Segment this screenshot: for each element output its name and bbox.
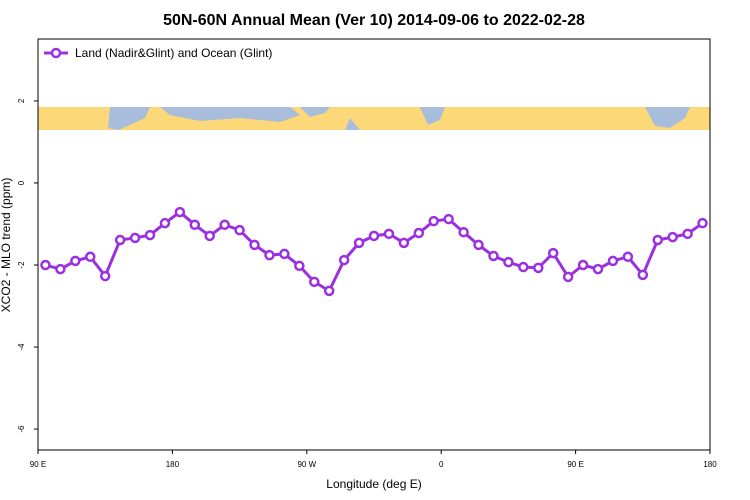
point [667,231,678,243]
point [607,255,619,267]
point [428,215,439,227]
point [383,228,395,240]
point [85,251,96,263]
point [577,259,589,271]
point [144,229,156,241]
point [309,276,320,288]
y-axis-label: XCO2 - MLO trend (ppm) [0,178,13,313]
point [323,285,335,297]
map-strip [38,107,710,130]
y-tick-label: 2 [17,98,26,103]
point [413,227,425,239]
y-tick-label: -2 [17,261,26,269]
point [159,217,171,229]
x-tick-label: 0 [439,460,444,469]
legend-label: Land (Nadir&Glint) and Ocean (Glint) [75,46,272,60]
point [488,250,499,262]
x-tick-label: 180 [166,460,180,469]
point [473,239,484,251]
x-tick-label: 90 E [567,460,583,469]
point [368,230,380,242]
point [129,232,141,244]
y-tick-label: 0 [17,180,26,185]
point [70,255,81,267]
y-tick-label: -4 [17,343,26,351]
series-line [45,210,704,293]
point [503,256,514,268]
point [458,226,469,238]
point [40,259,51,271]
point [697,217,708,229]
chart-title: 50N-60N Annual Mean (Ver 10) 2014-09-06 … [163,12,585,29]
y-tick-label: -6 [17,425,26,433]
point [55,263,66,275]
point [338,254,350,266]
point [518,261,529,273]
legend-marker [50,47,62,59]
point [249,239,260,251]
point [622,251,634,263]
point [219,219,230,231]
point [547,247,559,259]
point [99,270,111,282]
point [353,237,365,249]
point [562,271,574,283]
x-tick-label: 90 E [30,460,46,469]
point [294,260,305,272]
point [264,249,275,261]
point [189,219,201,231]
x-tick-label: 180 [703,460,717,469]
point [682,228,693,240]
point [398,237,410,249]
x-axis-label: Longitude (deg E) [326,477,421,491]
point [234,224,245,236]
point [652,234,663,246]
point [592,263,604,275]
point [279,248,290,260]
point [114,234,126,246]
point [443,213,454,225]
x-tick-label: 90 W [297,460,316,469]
point [174,206,186,218]
plot-frame [37,38,711,451]
point [533,262,544,274]
point [204,230,215,242]
point [637,269,649,281]
